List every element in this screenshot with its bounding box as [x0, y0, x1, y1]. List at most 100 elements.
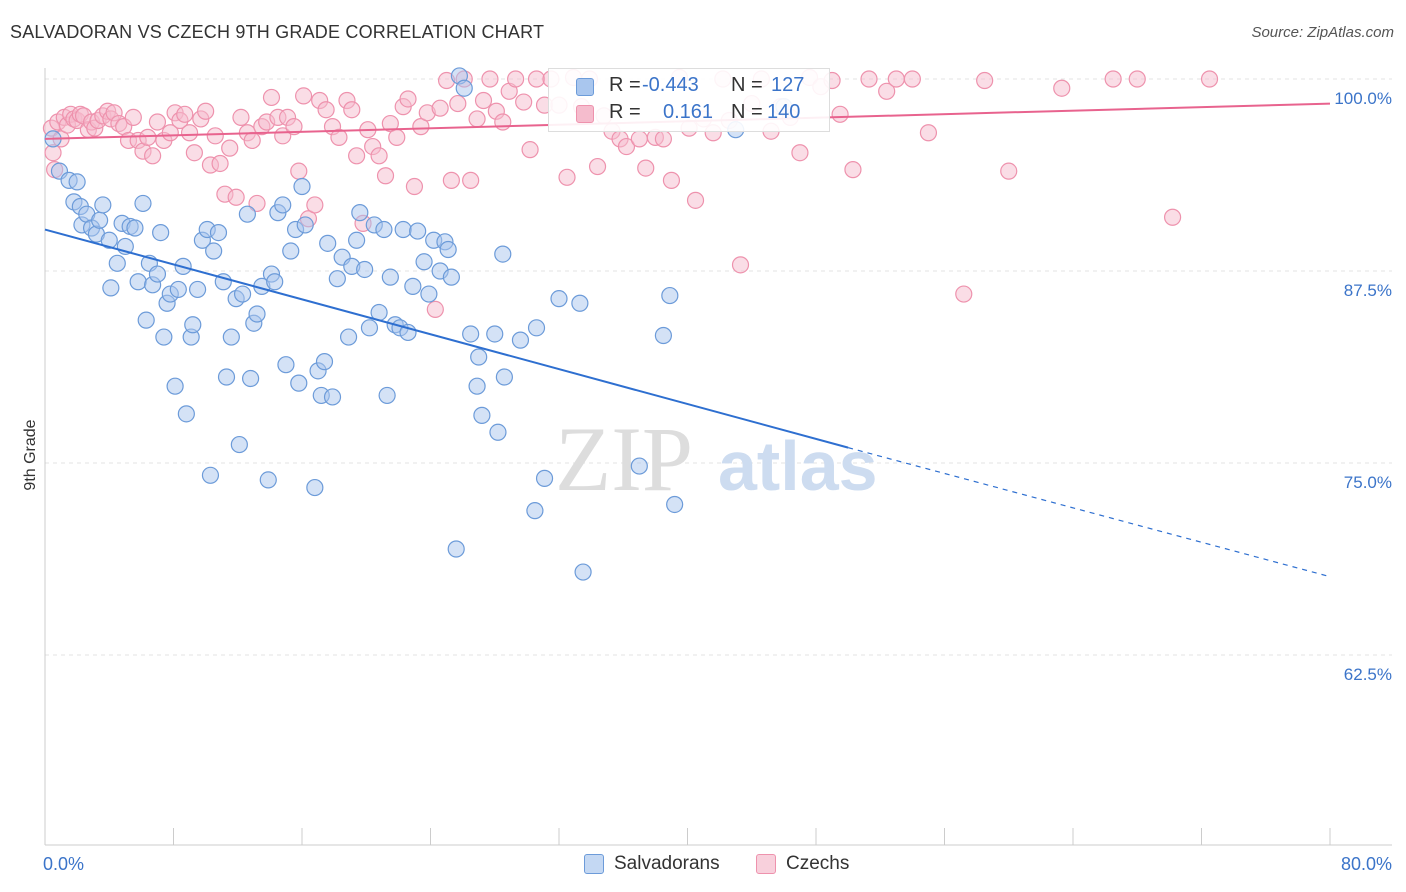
legend-label-salvadorans: Salvadorans [614, 853, 720, 874]
salvadorans-point [201, 466, 220, 484]
salvadorans-point [188, 280, 207, 299]
legend-item-czechs[interactable]: Czechs [756, 850, 849, 878]
salvadorans-point [630, 457, 648, 475]
czechs-point [588, 157, 607, 176]
salvadorans-point [248, 305, 266, 323]
salvadorans-point [152, 224, 170, 242]
salvadorans-point [177, 405, 195, 423]
salvadorans-legend-swatch [584, 854, 604, 874]
czechs-point [306, 196, 324, 214]
x-tick-label: 80.0% [1341, 854, 1392, 874]
salvadorans-point [68, 173, 86, 191]
salvadorans-point [375, 220, 393, 239]
czechs-point [343, 101, 361, 119]
salvadorans-point [468, 377, 486, 395]
czechs-point [1128, 70, 1146, 88]
czechs-point [976, 71, 994, 90]
salvadorans-point [222, 328, 240, 346]
czechs-point [376, 167, 395, 185]
salvadorans-point [495, 368, 513, 386]
salvadorans-point [415, 253, 433, 271]
salvadorans-point [526, 502, 544, 520]
salvadorans-point [404, 277, 422, 295]
czechs-legend-swatch [756, 854, 776, 874]
salvadorans-point [277, 356, 295, 374]
salvadorans-point [455, 79, 473, 97]
czechs-point [791, 144, 809, 162]
salvadorans-point [238, 205, 256, 223]
salvadorans-trend-line [44, 228, 849, 449]
czechs-point [462, 171, 480, 189]
czechs-point [317, 101, 335, 119]
salvadorans-point [108, 254, 126, 272]
czechs-point [558, 168, 576, 186]
czechs-point [521, 141, 539, 159]
legend-item-salvadorans[interactable]: Salvadorans [584, 850, 720, 878]
czechs-point [919, 124, 938, 142]
czechs-point [227, 188, 245, 206]
salvadorans-point [571, 294, 589, 312]
salvadorans-point [306, 478, 324, 497]
salvadorans-point [296, 216, 314, 234]
watermark-zip: ZIP [555, 408, 693, 510]
czechs-point [176, 105, 194, 123]
salvadorans-r-value: -0.443 [642, 74, 699, 96]
czechs-point [1163, 208, 1182, 226]
salvadorans-point [394, 220, 412, 239]
czechs-point [262, 88, 281, 107]
r-label: R = [609, 74, 641, 96]
salvadorans-point [574, 563, 592, 581]
czechs-point [161, 124, 179, 142]
czechs-point [654, 130, 673, 148]
czechs-point [731, 256, 750, 274]
salvadorans-point [91, 211, 109, 229]
salvadorans-point [511, 331, 530, 349]
czechs-r-value: 0.161 [663, 101, 714, 123]
salvadorans-point [319, 234, 337, 252]
salvadorans-swatch [576, 78, 594, 96]
czechs-point [1053, 79, 1071, 97]
czechs-point [243, 131, 261, 150]
salvadorans-point [462, 325, 480, 343]
y-tick-label: 62.5% [1344, 665, 1392, 684]
salvadorans-point [155, 328, 173, 346]
czechs-point [637, 159, 655, 177]
salvadorans-point [274, 196, 292, 214]
n-label: N = [731, 74, 763, 96]
czechs-point [290, 162, 308, 180]
salvadorans-point [137, 311, 155, 329]
salvadorans-point [259, 471, 277, 489]
y-tick-label: 87.5% [1344, 281, 1392, 300]
bottom-legend: Salvadorans Czechs [0, 850, 1406, 878]
czechs-point [831, 105, 849, 123]
czechs-point [844, 161, 862, 179]
czechs-point [148, 113, 167, 131]
czechs-point [412, 118, 430, 136]
watermark-atlas: atlas [718, 427, 878, 505]
czechs-point [180, 124, 199, 142]
legend-label-czechs: Czechs [786, 853, 850, 874]
czechs-point [442, 171, 460, 189]
czechs-point [348, 147, 366, 165]
czechs-point [481, 70, 499, 88]
salvadorans-point [381, 268, 399, 286]
salvadorans-point [102, 279, 120, 297]
czechs-point [330, 128, 348, 146]
y-tick-label: 75.0% [1344, 473, 1392, 492]
salvadorans-point [184, 316, 202, 334]
czechs-point [405, 177, 424, 196]
salvadorans-point [447, 540, 465, 558]
salvadorans-point [473, 406, 491, 424]
salvadorans-point [378, 386, 396, 405]
salvadorans-point [527, 319, 546, 337]
czechs-point [124, 108, 142, 127]
czechs-point [370, 147, 388, 165]
czechs-point [903, 70, 921, 88]
czechs-point [144, 147, 162, 165]
salvadorans-point [409, 222, 427, 240]
salvadorans-point [323, 388, 342, 406]
salvadorans-point [420, 285, 438, 303]
salvadorans-point [169, 280, 187, 299]
salvadorans-point [356, 260, 374, 279]
